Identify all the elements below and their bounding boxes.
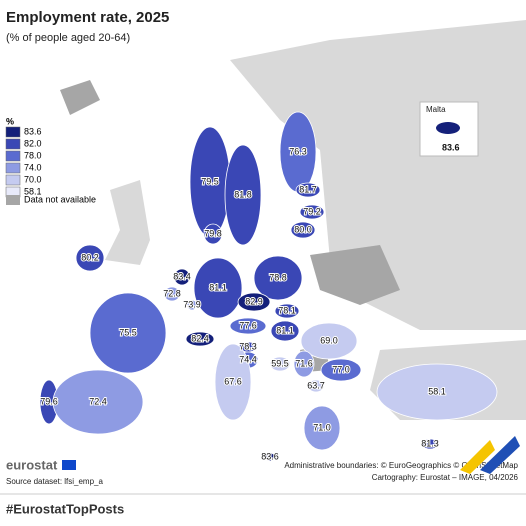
region-value: 74.4 — [239, 354, 257, 364]
legend-title: % — [6, 116, 14, 126]
region — [214, 343, 252, 421]
inset-value: 83.6 — [442, 142, 460, 152]
legend-swatch — [5, 174, 21, 186]
logo-mark — [480, 436, 520, 474]
inset-region — [436, 122, 460, 134]
subtitle: (% of people aged 20-64) — [6, 32, 130, 44]
region — [274, 303, 300, 319]
region-value: 67.6 — [224, 376, 242, 386]
region — [193, 257, 243, 319]
region-value: 79.2 — [303, 206, 321, 216]
region-value: 82.4 — [191, 333, 209, 343]
title: Employment rate, 2025 — [6, 9, 169, 26]
region-value: 82.9 — [245, 296, 263, 306]
region — [303, 405, 341, 451]
region-value: 78.8 — [269, 272, 287, 282]
legend-label: 70.0 — [24, 174, 42, 184]
region-value: 75.5 — [119, 327, 137, 337]
region-value: 79.8 — [204, 228, 222, 238]
region — [290, 221, 316, 239]
region — [295, 182, 321, 198]
legend-label: 82.0 — [24, 138, 42, 148]
region-value: 77.6 — [239, 320, 257, 330]
region-value: 72.8 — [163, 288, 181, 298]
region-value: 76.3 — [289, 146, 307, 156]
legend-swatch — [5, 162, 21, 174]
region-value: 79.5 — [201, 176, 219, 186]
region-value: 80.0 — [294, 224, 312, 234]
region — [307, 379, 325, 393]
region — [163, 286, 181, 302]
region — [293, 350, 315, 378]
region — [299, 204, 325, 220]
region-value: 81.3 — [421, 438, 439, 448]
region — [203, 223, 223, 245]
region — [224, 144, 262, 246]
region-value: 71.6 — [295, 358, 313, 368]
region — [186, 299, 198, 311]
region-value: 59.5 — [271, 358, 289, 368]
region — [173, 268, 191, 286]
legend-label: 74.0 — [24, 162, 42, 172]
region-value: 78.1 — [278, 305, 296, 315]
region — [185, 331, 215, 347]
legend-label: 58.1 — [24, 186, 42, 196]
region — [269, 356, 291, 372]
region-value: 72.4 — [89, 396, 107, 406]
region — [89, 292, 167, 374]
region-value: 58.1 — [428, 386, 446, 396]
logo-mark — [460, 440, 495, 474]
region — [320, 358, 362, 382]
legend-label: 83.6 — [24, 126, 42, 136]
region — [270, 320, 300, 342]
region — [237, 292, 271, 312]
source: Source dataset: lfsi_emp_a — [6, 477, 103, 486]
region — [421, 438, 439, 450]
region-value: 78.3 — [239, 341, 257, 351]
legend-label: Data not available — [24, 194, 96, 204]
region — [229, 317, 267, 335]
inset-title: Malta — [426, 105, 446, 114]
region — [253, 255, 303, 301]
boundaries: Administrative boundaries: © EuroGeograp… — [284, 461, 518, 470]
region-value: 81.1 — [276, 325, 294, 335]
legend-label: 78.0 — [24, 150, 42, 160]
cartography: Cartography: Eurostat – IMAGE, 04/2026 — [372, 473, 519, 482]
legend-swatch — [5, 150, 21, 162]
region-value: 79.6 — [40, 396, 58, 406]
logo: eurostat — [6, 457, 58, 472]
region — [264, 452, 276, 462]
region — [75, 244, 105, 272]
region-value: 83.4 — [173, 271, 191, 281]
region — [376, 363, 498, 421]
region-value: 77.0 — [332, 364, 350, 374]
regions: 79.5 81.8 76.3 81.7 79.2 80.0 79.8 80.2 83.4 72.8… — [39, 111, 498, 462]
region — [300, 322, 358, 360]
region-value: 81.7 — [299, 184, 317, 194]
legend-swatch — [5, 126, 21, 138]
hashtag: #EurostatTopPosts — [6, 501, 124, 516]
legend-swatch — [6, 195, 20, 205]
region — [52, 369, 144, 435]
region-value: 81.8 — [234, 189, 252, 199]
region-value: 81.1 — [209, 282, 227, 292]
eu-flag — [62, 460, 76, 470]
region-value: 73.9 — [183, 299, 201, 309]
legend-swatch — [5, 138, 21, 150]
region-value: 63.7 — [307, 380, 325, 390]
region-value: 69.0 — [320, 335, 338, 345]
region-value: 71.0 — [313, 422, 331, 432]
region-value: 80.2 — [81, 252, 99, 262]
region-value: 83.6 — [261, 451, 279, 461]
